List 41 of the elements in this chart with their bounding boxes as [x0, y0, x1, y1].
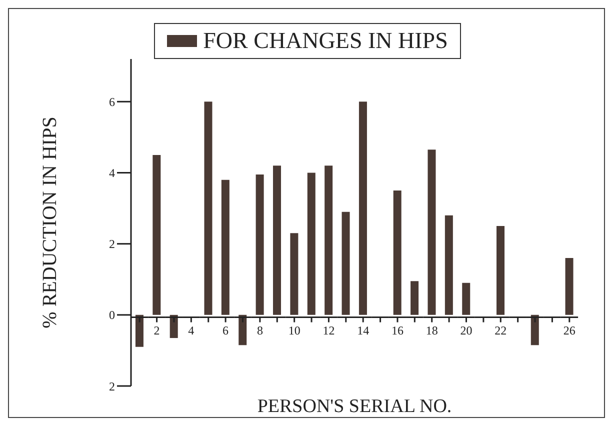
- bar: [444, 215, 453, 315]
- bar: [221, 180, 230, 315]
- x-tick-label: 8: [256, 323, 263, 338]
- y-tick-label: 6: [109, 94, 115, 109]
- bar: [290, 233, 298, 315]
- x-axis-title: PERSON'S SERIAL NO.: [257, 396, 452, 417]
- bar: [204, 102, 212, 315]
- bar: [530, 314, 539, 346]
- y-axis-title: % REDUCTION IN HIPS: [39, 116, 62, 328]
- bar: [256, 174, 264, 315]
- y-tick-label: 0: [109, 308, 115, 322]
- bar: [152, 154, 161, 315]
- x-tick-label: 22: [494, 323, 507, 338]
- bar: [170, 314, 178, 338]
- x-tick-label: 10: [288, 323, 300, 338]
- x-tick-label: 6: [222, 323, 229, 338]
- bar: [428, 150, 436, 315]
- bar: [393, 190, 402, 315]
- bar: [462, 282, 470, 315]
- bar: [238, 314, 247, 346]
- bar: [358, 102, 367, 315]
- y-tick-label: 2: [109, 379, 115, 394]
- x-tick-label: 26: [563, 323, 576, 338]
- bar: [307, 172, 316, 315]
- x-tick-label: 2: [154, 323, 160, 338]
- legend-label: FOR CHANGES IN HIPS: [203, 28, 448, 54]
- x-tick-label: 20: [460, 323, 472, 338]
- x-tick-label: 12: [322, 323, 335, 338]
- bar: [565, 258, 574, 315]
- bar: [342, 212, 350, 315]
- y-tick-label: 4: [109, 166, 115, 180]
- y-tick-label: 2: [109, 237, 115, 252]
- x-tick-label: 16: [391, 323, 404, 338]
- bar: [273, 166, 282, 315]
- x-tick-label: 18: [426, 323, 438, 338]
- bar: [135, 314, 144, 347]
- bar: [324, 166, 333, 315]
- x-tick-label: 14: [357, 323, 370, 338]
- bar: [410, 281, 419, 315]
- x-tick-label: 4: [188, 323, 194, 338]
- bar: [496, 226, 505, 315]
